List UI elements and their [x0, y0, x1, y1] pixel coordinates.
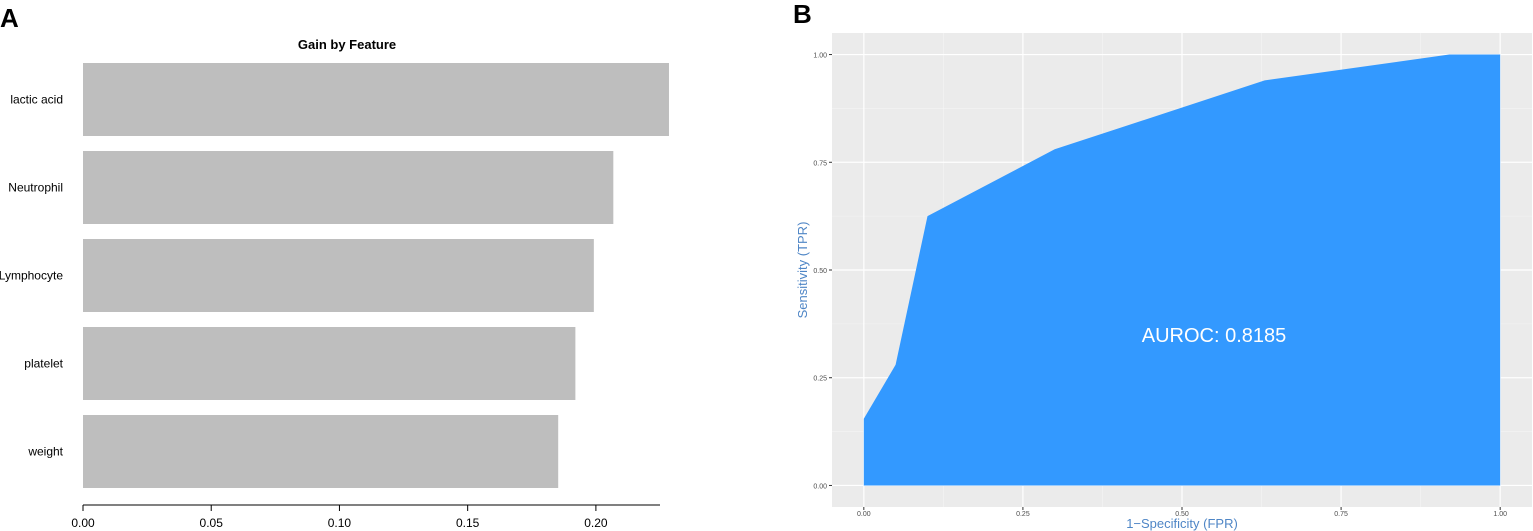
roc-x-tick-label: 0.25 [1016, 511, 1030, 518]
gain-bar [83, 63, 669, 136]
gain-category-label: weight [27, 445, 63, 459]
roc-y-ticks: 0.00 0.25 0.50 0.75 1.00 [813, 53, 832, 490]
roc-x-tick-label: 0.00 [857, 511, 871, 518]
gain-bar [83, 239, 594, 312]
roc-y-tick-label: 0.25 [813, 376, 827, 383]
auroc-annotation: AUROC: 0.8185 [1142, 325, 1287, 347]
gain-bars [83, 63, 669, 488]
gain-x-tick-label: 0.15 [456, 516, 480, 530]
gain-x-tick-label: 0.05 [200, 516, 224, 530]
roc-x-tick-label: 0.50 [1175, 511, 1189, 518]
roc-y-tick-label: 0.50 [813, 268, 827, 275]
gain-bar [83, 415, 559, 488]
roc-y-tick-label: 0.00 [813, 483, 827, 490]
gain-category-label: Lymphocyte [0, 269, 63, 283]
gain-category-label: platelet [24, 357, 63, 371]
panel-b-label: B [793, 0, 812, 29]
roc-x-axis-label: 1−Specificity (FPR) [1126, 516, 1238, 531]
gain-x-tick-label: 0.10 [328, 516, 352, 530]
gain-bar [83, 327, 576, 400]
roc-x-ticks: 0.00 0.25 0.50 0.75 1.00 [857, 507, 1507, 518]
roc-y-tick-label: 1.00 [813, 53, 827, 60]
gain-category-labels: lactic acid Neutrophil Lymphocyte platelet w… [0, 93, 64, 459]
roc-y-axis-label: Sensitivity (TPR) [795, 222, 810, 319]
gain-bar [83, 151, 614, 224]
gain-category-label: Neutrophil [8, 181, 63, 195]
roc-x-tick-label: 1.00 [1493, 511, 1507, 518]
panel-b-roc-chart: B AUROC: 0.8185 0.00 0.25 0.50 0.75 1.00 0.0… [793, 0, 1532, 531]
panel-a-label: A [0, 3, 19, 33]
roc-x-tick-label: 0.75 [1334, 511, 1348, 518]
gain-x-ticks: 0.00 0.05 0.10 0.15 0.20 [71, 505, 608, 530]
gain-category-label: lactic acid [10, 93, 63, 107]
gain-x-tick-label: 0.00 [71, 516, 95, 530]
gain-chart-title: Gain by Feature [298, 37, 396, 52]
roc-area [863, 54, 1501, 486]
gain-x-tick-label: 0.20 [584, 516, 608, 530]
roc-y-tick-label: 0.75 [813, 160, 827, 167]
panel-a-feature-gain-chart: A Gain by Feature lactic acid Neutrophil L… [0, 3, 669, 530]
